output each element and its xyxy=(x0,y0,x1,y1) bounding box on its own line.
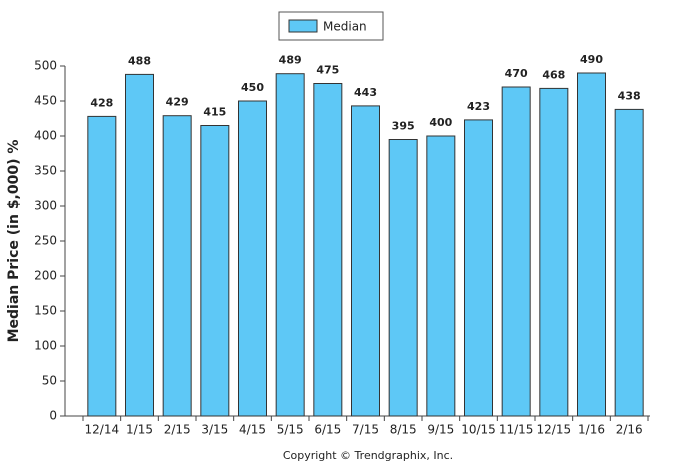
y-tick-label: 250 xyxy=(34,234,57,248)
x-tick-label: 4/15 xyxy=(239,423,266,437)
x-tick-label: 1/16 xyxy=(578,423,605,437)
y-tick-label: 500 xyxy=(34,59,57,73)
value-label: 489 xyxy=(279,54,302,67)
x-tick-label: 5/15 xyxy=(277,423,304,437)
y-tick-label: 100 xyxy=(34,339,57,353)
x-tick-label: 10/15 xyxy=(461,423,496,437)
x-tick-label: 8/15 xyxy=(390,423,417,437)
x-tick-label: 6/15 xyxy=(314,423,341,437)
value-label: 475 xyxy=(316,64,339,77)
value-label: 468 xyxy=(542,68,565,81)
value-label: 443 xyxy=(354,86,377,99)
x-tick-label: 12/14 xyxy=(85,423,120,437)
y-axis-label: Median Price (in $,000) % xyxy=(6,140,22,343)
bar xyxy=(313,83,343,417)
value-label: 488 xyxy=(128,54,151,67)
x-tick-label: 2/16 xyxy=(616,423,643,437)
footer: Copyright © Trendgraphix, Inc. xyxy=(283,449,453,462)
y-tick-label: 150 xyxy=(34,304,57,318)
bar xyxy=(125,73,154,417)
y-tick-label: 200 xyxy=(34,269,57,283)
bar xyxy=(238,100,267,417)
x-tick-label: 3/15 xyxy=(201,423,228,437)
y-tick-label: 300 xyxy=(34,199,57,213)
x-tick-label: 9/15 xyxy=(427,423,454,437)
value-label: 450 xyxy=(241,81,264,94)
bar xyxy=(351,105,380,417)
y-tick-label: 400 xyxy=(34,129,57,143)
bar xyxy=(464,119,493,417)
x-tick-label: 7/15 xyxy=(352,423,379,437)
bar xyxy=(539,87,569,417)
x-tick-label: 2/15 xyxy=(164,423,191,437)
value-label: 400 xyxy=(429,116,452,129)
value-label: 423 xyxy=(467,100,490,113)
value-label: 429 xyxy=(166,96,189,109)
value-label: 490 xyxy=(580,53,603,66)
x-tick-label: 1/15 xyxy=(126,423,153,437)
bar xyxy=(162,115,192,417)
x-tick-label: 11/15 xyxy=(499,423,534,437)
x-tick-label: 12/15 xyxy=(537,423,572,437)
legend-swatch xyxy=(288,19,318,33)
legend-label: Median xyxy=(323,20,367,34)
bar xyxy=(577,72,606,417)
bar xyxy=(87,115,117,417)
value-label: 438 xyxy=(618,89,641,102)
bar xyxy=(200,125,230,417)
bar xyxy=(426,135,456,417)
bar xyxy=(388,139,418,417)
value-label: 470 xyxy=(505,67,528,80)
y-tick-label: 450 xyxy=(34,94,57,108)
bar xyxy=(275,73,305,417)
bar xyxy=(501,86,531,417)
y-tick-label: 50 xyxy=(42,374,57,388)
y-tick-label: 350 xyxy=(34,164,57,178)
value-label: 415 xyxy=(203,106,226,119)
y-tick-label: 0 xyxy=(49,409,57,423)
value-label: 428 xyxy=(90,96,113,109)
bar xyxy=(614,108,644,417)
value-label: 395 xyxy=(392,120,415,133)
